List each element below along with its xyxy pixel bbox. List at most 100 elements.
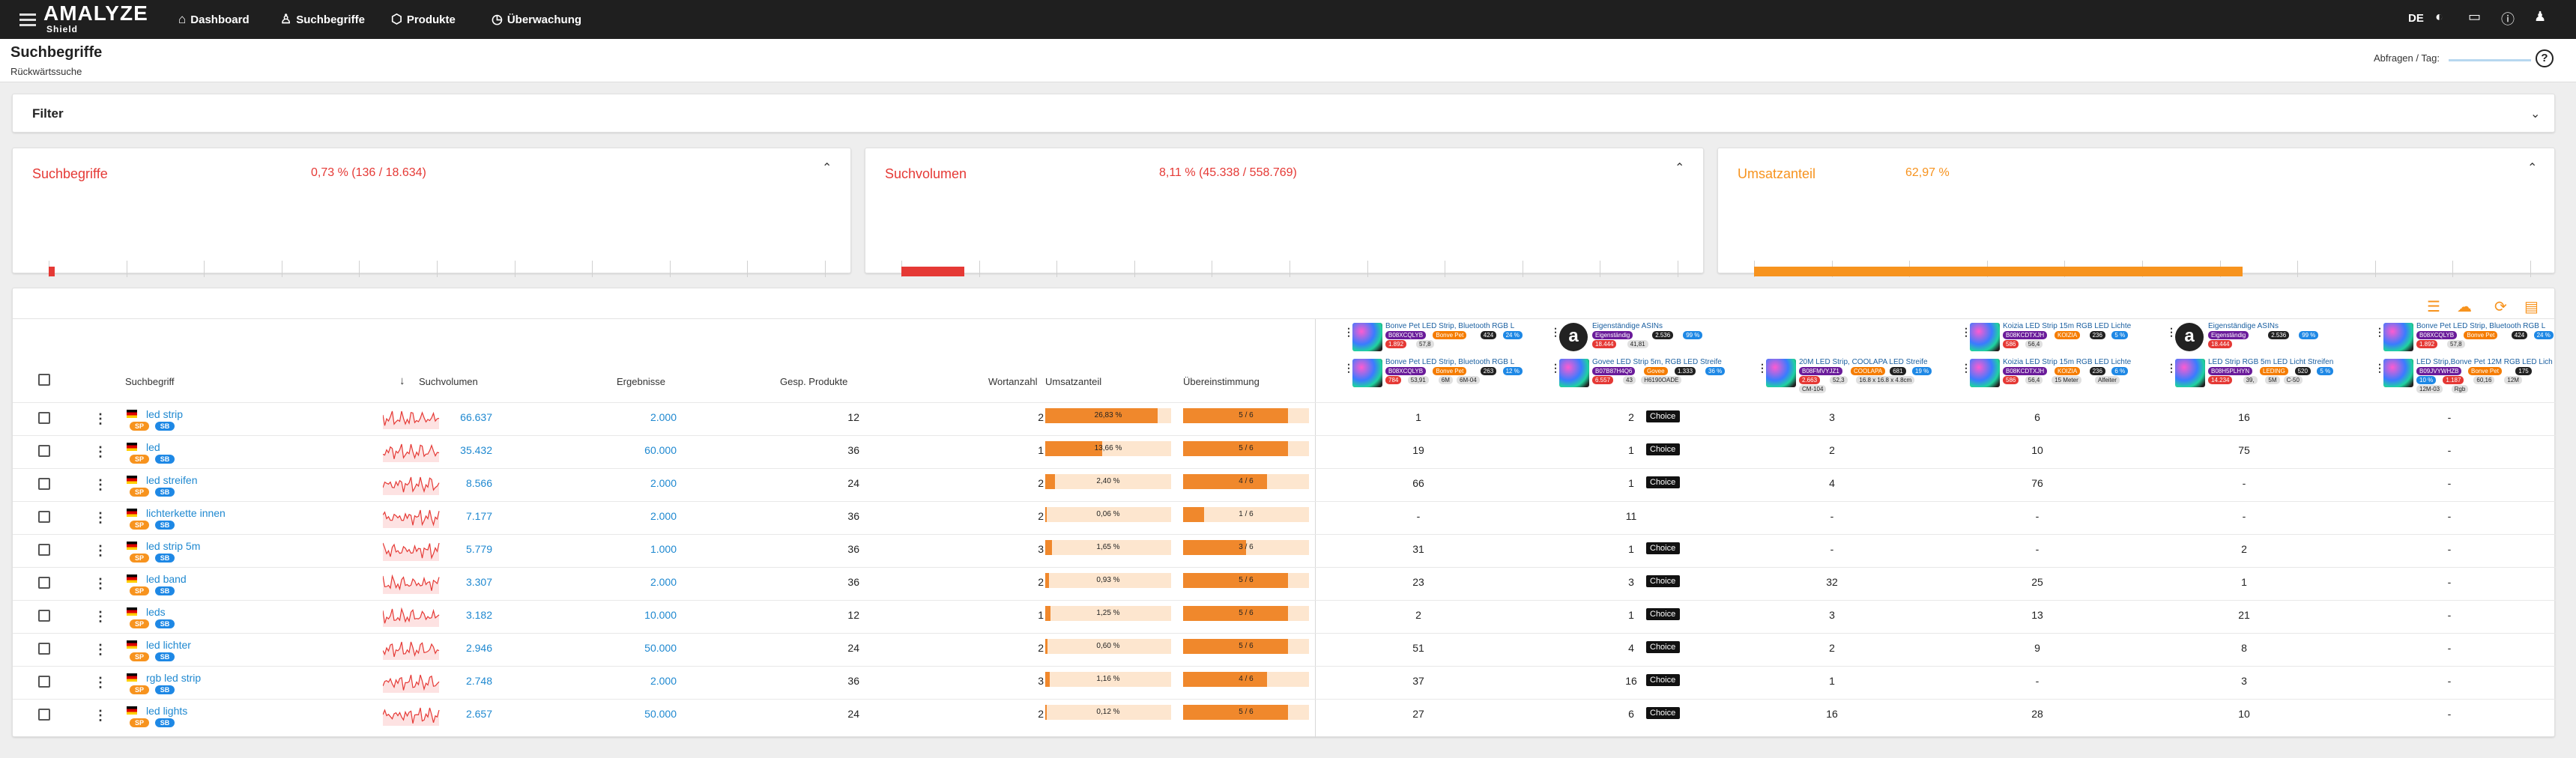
chevron-down-icon[interactable]: ⌄ xyxy=(2530,108,2541,121)
chevron-up-icon[interactable]: ⌃ xyxy=(1675,162,1685,175)
col-header-volume[interactable]: Suchvolumen xyxy=(419,376,478,387)
row-menu-icon[interactable]: ⋮ xyxy=(94,708,107,723)
nav-produkte[interactable]: ⬡ Produkte xyxy=(391,0,456,39)
row-menu-icon[interactable]: ⋮ xyxy=(94,510,107,525)
keyword-link[interactable]: lichterkette innen xyxy=(146,507,226,519)
product-title[interactable]: LED Strip RGB 5m LED Licht Streifen xyxy=(2208,358,2334,366)
product-title[interactable]: Eigenständige ASINs xyxy=(2208,322,2279,330)
product-menu-dots[interactable]: ⋮ xyxy=(1550,362,1561,374)
results-value[interactable]: 2.000 xyxy=(650,675,677,687)
nav-ueberwachung[interactable]: ◷ Überwachung xyxy=(492,0,581,39)
product-thumbnail[interactable] xyxy=(2383,323,2413,351)
results-value[interactable]: 1.000 xyxy=(650,543,677,555)
col-header-revenue-share[interactable]: Umsatzanteil xyxy=(1045,376,1102,387)
product-title[interactable]: Bonve Pet LED Strip, Bluetooth RGB L xyxy=(1385,358,1515,366)
product-menu-dots[interactable]: ⋮ xyxy=(2374,362,2385,374)
row-menu-icon[interactable]: ⋮ xyxy=(94,609,107,624)
results-value[interactable]: 2.000 xyxy=(650,411,677,423)
row-checkbox[interactable] xyxy=(38,676,50,688)
product-menu-dots[interactable]: ⋮ xyxy=(1550,326,1561,338)
keyword-link[interactable]: leds xyxy=(146,606,166,618)
row-menu-icon[interactable]: ⋮ xyxy=(94,543,107,558)
col-header-word-count[interactable]: Wortanzahl xyxy=(988,376,1038,387)
col-header-results[interactable]: Ergebnisse xyxy=(617,376,666,387)
requests-slider[interactable] xyxy=(2449,59,2531,61)
product-thumbnail[interactable] xyxy=(1766,359,1796,387)
col-header-keyword[interactable]: Suchbegriff xyxy=(125,376,175,387)
keyword-link[interactable]: led band xyxy=(146,573,187,585)
results-value[interactable]: 50.000 xyxy=(644,642,677,654)
row-checkbox[interactable] xyxy=(38,445,50,457)
product-menu-dots[interactable]: ⋮ xyxy=(1757,362,1768,374)
keyword-link[interactable]: rgb led strip xyxy=(146,672,202,684)
product-menu-dots[interactable]: ⋮ xyxy=(1343,362,1354,374)
cloud-download-icon[interactable]: ☁ xyxy=(2457,299,2472,315)
sort-arrow-icon[interactable]: ↓ xyxy=(399,375,405,387)
product-thumbnail[interactable] xyxy=(1352,323,1382,351)
product-title[interactable]: Bonve Pet LED Strip, Bluetooth RGB L xyxy=(2416,322,2546,330)
help-icon[interactable]: ? xyxy=(2536,49,2554,67)
product-thumbnail[interactable] xyxy=(1559,359,1589,387)
row-checkbox[interactable] xyxy=(38,577,50,589)
col-header-products[interactable]: Gesp. Produkte xyxy=(780,376,848,387)
row-checkbox[interactable] xyxy=(38,610,50,622)
product-thumbnail[interactable] xyxy=(1970,359,2000,387)
row-checkbox[interactable] xyxy=(38,643,50,655)
product-menu-dots[interactable]: ⋮ xyxy=(2166,326,2177,338)
volume-value[interactable]: 66.637 xyxy=(460,411,492,423)
row-menu-icon[interactable]: ⋮ xyxy=(94,642,107,657)
row-menu-icon[interactable]: ⋮ xyxy=(94,675,107,690)
volume-value[interactable]: 35.432 xyxy=(460,444,492,456)
product-menu-dots[interactable]: ⋮ xyxy=(2374,326,2385,338)
results-value[interactable]: 10.000 xyxy=(644,609,677,621)
product-title[interactable]: Govee LED Strip 5m, RGB LED Streife xyxy=(1592,358,1722,366)
row-menu-icon[interactable]: ⋮ xyxy=(94,477,107,492)
chevron-up-icon[interactable]: ⌃ xyxy=(822,162,832,175)
nav-dashboard[interactable]: ⌂ Dashboard xyxy=(178,0,250,39)
results-value[interactable]: 60.000 xyxy=(644,444,677,456)
keyword-link[interactable]: led strip 5m xyxy=(146,540,201,552)
row-menu-icon[interactable]: ⋮ xyxy=(94,576,107,591)
volume-value[interactable]: 8.566 xyxy=(465,477,492,489)
product-title[interactable]: Eigenständige ASINs xyxy=(1592,322,1663,330)
keyword-link[interactable]: led lichter xyxy=(146,639,191,651)
product-menu-dots[interactable]: ⋮ xyxy=(2166,362,2177,374)
results-value[interactable]: 50.000 xyxy=(644,708,677,720)
product-thumbnail[interactable] xyxy=(2383,359,2413,387)
product-menu-dots[interactable]: ⋮ xyxy=(1961,326,1971,338)
chevron-up-icon[interactable]: ⌃ xyxy=(2527,162,2538,175)
product-title[interactable]: Bonve Pet LED Strip, Bluetooth RGB L xyxy=(1385,322,1515,330)
keyword-link[interactable]: led lights xyxy=(146,705,188,717)
results-value[interactable]: 2.000 xyxy=(650,477,677,489)
volume-value[interactable]: 3.307 xyxy=(465,576,492,588)
nav-suchbegriffe[interactable]: ♙ Suchbegriffe xyxy=(280,0,365,39)
keyword-link[interactable]: led streifen xyxy=(146,474,198,486)
contrast-icon[interactable]: ◐ xyxy=(2435,9,2443,24)
product-thumbnail[interactable] xyxy=(1352,359,1382,387)
row-menu-icon[interactable]: ⋮ xyxy=(94,444,107,459)
product-thumbnail[interactable] xyxy=(1970,323,2000,351)
row-checkbox[interactable] xyxy=(38,709,50,721)
account-icon[interactable]: ♟ xyxy=(2534,9,2547,24)
add-column-icon[interactable]: ▤ xyxy=(2524,299,2539,315)
volume-value[interactable]: 2.748 xyxy=(465,675,492,687)
product-title[interactable]: Koizia LED Strip 15m RGB LED Lichte xyxy=(2003,358,2132,366)
filter-panel[interactable]: Filter ⌄ xyxy=(12,94,2555,133)
row-checkbox[interactable] xyxy=(38,478,50,490)
select-all-checkbox[interactable] xyxy=(38,374,50,386)
volume-value[interactable]: 7.177 xyxy=(465,510,492,522)
folder-icon[interactable]: ▭ xyxy=(2468,9,2482,24)
col-header-match[interactable]: Übereinstimmung xyxy=(1183,376,1260,387)
volume-value[interactable]: 2.946 xyxy=(465,642,492,654)
product-title[interactable]: 20M LED Strip, COOLAPA LED Streife xyxy=(1799,358,1928,366)
info-icon[interactable]: ⓘ xyxy=(2501,12,2515,27)
product-menu-dots[interactable]: ⋮ xyxy=(1961,362,1971,374)
row-checkbox[interactable] xyxy=(38,544,50,556)
keyword-link[interactable]: led xyxy=(146,441,160,453)
results-value[interactable]: 2.000 xyxy=(650,510,677,522)
row-checkbox[interactable] xyxy=(38,412,50,424)
keyword-link[interactable]: led strip xyxy=(146,408,184,420)
volume-value[interactable]: 3.182 xyxy=(465,609,492,621)
row-checkbox[interactable] xyxy=(38,511,50,523)
product-title[interactable]: Koizia LED Strip 15m RGB LED Lichte xyxy=(2003,322,2132,330)
